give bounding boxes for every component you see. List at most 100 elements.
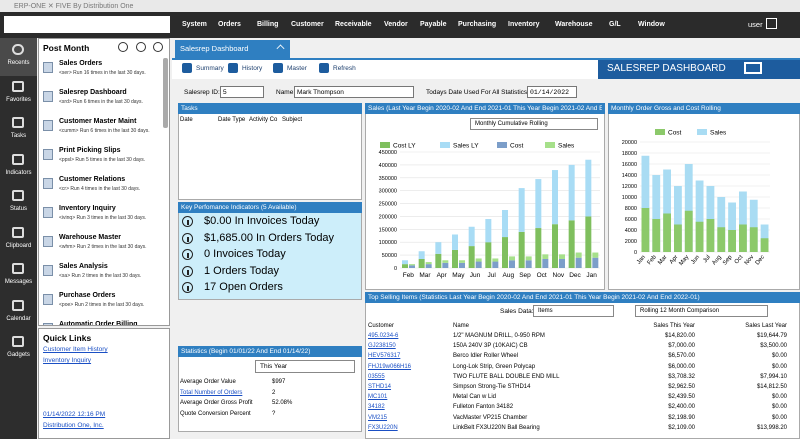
- panel-header: [608, 103, 800, 114]
- sidebar-icon[interactable]: [12, 336, 24, 347]
- sidebar-label[interactable]: Calendar: [6, 315, 31, 322]
- item-icon: [43, 323, 53, 325]
- search-box[interactable]: [4, 16, 170, 33]
- sidebar-label[interactable]: Favorites: [6, 96, 31, 103]
- sidebar-icon[interactable]: [12, 263, 24, 274]
- table-link[interactable]: MC101: [368, 394, 388, 401]
- recent-title: Post Month: [43, 43, 90, 53]
- menu-item[interactable]: Window: [638, 21, 665, 28]
- table-link[interactable]: FHJ19w066H16: [368, 363, 412, 370]
- item-title[interactable]: Customer Master Maint: [59, 118, 137, 125]
- table-link[interactable]: 03555: [368, 373, 385, 380]
- column-header: Date: [180, 117, 193, 123]
- form-input[interactable]: Mark Thompson: [294, 86, 414, 98]
- item-detail: <ivinq> Run 3 times in the last 30 days.: [59, 215, 147, 221]
- item-detail: <whm> Run 2 times in the last 30 days.: [59, 244, 147, 250]
- toolbar-button[interactable]: Master: [287, 65, 307, 72]
- toolbar-button[interactable]: Refresh: [333, 65, 356, 72]
- menu-item[interactable]: Orders: [218, 21, 241, 28]
- toolbar-button[interactable]: Summary: [196, 65, 224, 72]
- sidebar-icon[interactable]: [12, 299, 24, 311]
- form-input[interactable]: 01/14/2022: [527, 86, 577, 98]
- table-cell: $0.00: [771, 363, 787, 370]
- quick-link[interactable]: Customer Item History: [43, 346, 108, 353]
- toolbar-button[interactable]: History: [242, 65, 263, 72]
- item-icon: [43, 91, 53, 102]
- quick-link[interactable]: Inventory Inquiry: [43, 357, 92, 364]
- sidebar: [0, 38, 37, 439]
- user-icon[interactable]: [766, 18, 777, 29]
- window-title: ERP-ONE ✕ FIVE By Distribution One: [14, 3, 134, 10]
- toolbar-icon[interactable]: [273, 63, 283, 73]
- item-title[interactable]: Salesrep Dashboard: [59, 89, 127, 96]
- menu-item[interactable]: Warehouse: [555, 21, 593, 28]
- sidebar-label[interactable]: Recents: [7, 60, 30, 66]
- company[interactable]: Distribution One, Inc.: [43, 422, 104, 429]
- menu-item[interactable]: Inventory: [508, 21, 540, 28]
- sidebar-label[interactable]: Clipboard: [5, 242, 32, 249]
- sidebar-label[interactable]: Tasks: [10, 133, 27, 139]
- table-link[interactable]: VM215: [368, 414, 388, 421]
- menu-item[interactable]: Payable: [420, 21, 447, 28]
- item-icon: [43, 207, 53, 218]
- menu-item[interactable]: Customer: [291, 21, 324, 28]
- table-cell: $14,812.50: [756, 384, 787, 390]
- sidebar-icon[interactable]: [12, 190, 24, 201]
- info-icon-bar: [186, 253, 189, 258]
- toolbar-icon[interactable]: [319, 63, 329, 73]
- item-title[interactable]: Inventory Inquiry: [59, 205, 116, 212]
- item-detail: <cumm> Run 6 times in the last 30 days.: [59, 128, 150, 134]
- sidebar-icon[interactable]: [12, 153, 24, 165]
- sidebar-icon[interactable]: [12, 117, 24, 128]
- column-header: Date Type: [218, 117, 246, 123]
- toolbar-icon[interactable]: [228, 63, 238, 73]
- item-title[interactable]: Automatic Order Billing: [59, 321, 138, 325]
- dropdown[interactable]: Rolling 12 Month Comparison: [635, 305, 768, 317]
- item-detail: <poe> Run 2 times in the last 30 days.: [59, 302, 145, 308]
- item-title[interactable]: Sales Analysis: [59, 263, 108, 270]
- sidebar-icon[interactable]: [12, 44, 24, 55]
- sidebar-icon[interactable]: [12, 80, 24, 92]
- dropdown[interactable]: This Year: [255, 360, 355, 373]
- table-cell: Berco Idler Roller Wheel: [453, 353, 519, 360]
- item-title[interactable]: Sales Orders: [59, 60, 103, 67]
- dropdown[interactable]: Items: [533, 305, 614, 317]
- table-cell: $0.00: [771, 394, 787, 401]
- item-title[interactable]: Purchase Orders: [59, 292, 116, 299]
- column-header: Activity Co: [249, 117, 278, 123]
- dropdown[interactable]: Monthly Cumulative Rolling: [470, 118, 598, 130]
- tab-label[interactable]: Salesrep Dashboard: [180, 44, 249, 53]
- menu-item[interactable]: System: [182, 21, 207, 28]
- user-label[interactable]: user: [748, 20, 763, 29]
- panel-title: Tasks: [181, 105, 198, 112]
- sidebar-label[interactable]: Status: [9, 206, 27, 212]
- stat-label[interactable]: Total Number of Orders: [180, 389, 243, 396]
- menu-item[interactable]: Billing: [257, 21, 279, 28]
- table-link[interactable]: GJ238150: [368, 343, 396, 350]
- menu-item[interactable]: Vendor: [384, 21, 408, 28]
- table-link[interactable]: FX3U220N: [368, 424, 398, 431]
- sidebar-label[interactable]: Messages: [4, 279, 33, 285]
- item-title[interactable]: Warehouse Master: [59, 234, 121, 241]
- table-cell: $7,994.10: [760, 373, 787, 380]
- table-cell: $2,962.50: [668, 384, 695, 390]
- table-cell: Long-Lok Strip, Green Polycap: [453, 363, 536, 370]
- menu-item[interactable]: Receivable: [335, 21, 372, 28]
- table-link[interactable]: STHD14: [368, 384, 392, 390]
- scrollbar: [163, 58, 168, 128]
- menu-item[interactable]: G/L: [609, 21, 621, 28]
- table-cell: Sales Last Year: [745, 323, 787, 329]
- table-link[interactable]: HEV576317: [368, 353, 401, 360]
- menu-item[interactable]: Purchasing: [458, 21, 497, 28]
- table-link[interactable]: 495.0234-6: [368, 333, 399, 339]
- table-link[interactable]: 34182: [368, 404, 385, 411]
- item-title[interactable]: Print Picking Slips: [59, 147, 121, 154]
- form-input[interactable]: 5: [220, 86, 264, 98]
- item-title[interactable]: Customer Relations: [59, 176, 126, 183]
- sidebar-icon[interactable]: [12, 226, 24, 238]
- sidebar-label[interactable]: Indicators: [5, 169, 32, 176]
- table-cell: Name: [453, 323, 470, 329]
- toolbar-icon[interactable]: [182, 63, 192, 73]
- sidebar-label[interactable]: Gadgets: [7, 352, 30, 358]
